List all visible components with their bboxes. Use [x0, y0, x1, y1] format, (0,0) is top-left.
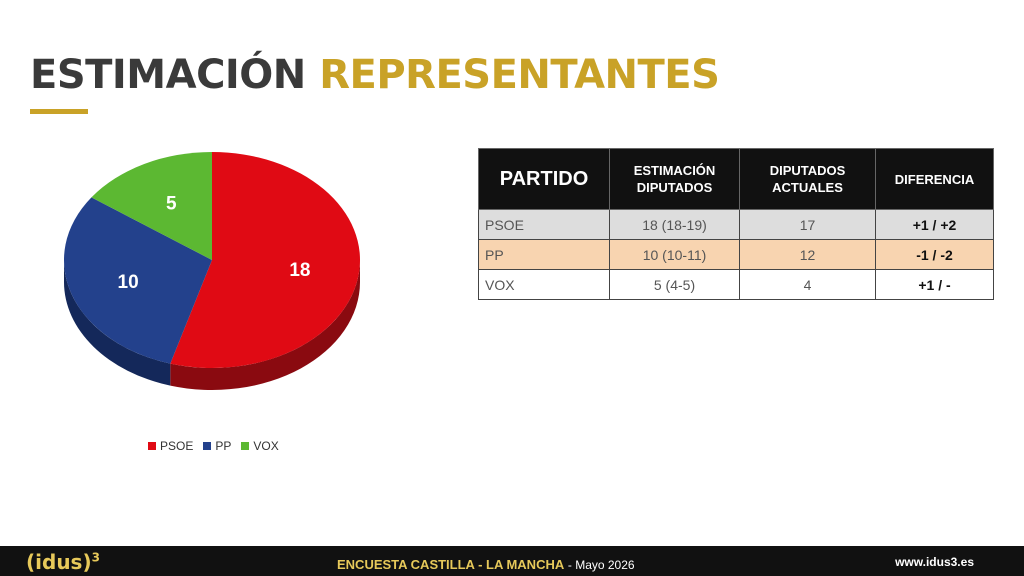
- pie-slice-psoe: [170, 152, 361, 368]
- cell-current: 4: [739, 269, 876, 300]
- legend-item-psoe: PSOE: [148, 439, 193, 453]
- cell-party: PSOE: [478, 209, 610, 240]
- legend-item-pp: PP: [203, 439, 231, 453]
- survey-name: ENCUESTA CASTILLA - LA MANCHA: [337, 557, 565, 572]
- survey-date: - Mayo 2026: [567, 558, 635, 572]
- cell-diff: -1 / -2: [875, 239, 994, 270]
- page-title: ESTIMACIÓN REPRESENTANTES: [30, 52, 720, 98]
- cell-party: VOX: [478, 269, 610, 300]
- cell-estimate: 10 (10-11): [609, 239, 740, 270]
- website-link[interactable]: www.idus3.es: [895, 555, 974, 569]
- pie-slice-pp: [64, 197, 212, 364]
- header-estimacion-label: ESTIMACIÓN DIPUTADOS: [633, 163, 716, 195]
- legend-swatch-psoe: [148, 442, 156, 450]
- logo-sup: 3: [91, 550, 100, 565]
- table-header-row: PARTIDO ESTIMACIÓN DIPUTADOS DIPUTADOS A…: [478, 148, 994, 210]
- table-row: PP 10 (10-11) 12 -1 / -2: [478, 239, 994, 270]
- cell-current: 12: [739, 239, 876, 270]
- idus-logo: (idus)3: [26, 550, 100, 574]
- pie-label-psoe: 18: [289, 260, 310, 281]
- chart-legend: PSOE PP VOX: [148, 439, 279, 453]
- cell-current: 17: [739, 209, 876, 240]
- header-diputados-actuales: DIPUTADOS ACTUALES: [739, 148, 876, 210]
- pie-chart: 18 10 5: [64, 152, 361, 390]
- legend-item-vox: VOX: [241, 439, 279, 453]
- legend-swatch-vox: [241, 442, 250, 450]
- cell-party: PP: [478, 239, 610, 270]
- pie-slice-vox: [91, 152, 212, 260]
- cell-diff: +1 / +2: [875, 209, 994, 240]
- table-row: VOX 5 (4-5) 4 +1 / -: [478, 269, 994, 300]
- header-actuales-label: DIPUTADOS ACTUALES: [769, 163, 846, 195]
- header-diferencia: DIFERENCIA: [875, 148, 994, 210]
- pie-side-psoe: [170, 260, 361, 390]
- cell-estimate: 18 (18-19): [609, 209, 740, 240]
- legend-label-pp: PP: [215, 439, 232, 453]
- logo-text: (idus): [26, 550, 92, 574]
- footer-bar: (idus)3 ENCUESTA CASTILLA - LA MANCHA - …: [0, 546, 1024, 576]
- legend-label-psoe: PSOE: [160, 439, 194, 453]
- header-partido: PARTIDO: [478, 148, 610, 210]
- pie-label-vox: 5: [166, 193, 177, 214]
- footer-survey-info: ENCUESTA CASTILLA - LA MANCHA - Mayo 202…: [337, 557, 635, 572]
- table-row: PSOE 18 (18-19) 17 +1 / +2: [478, 209, 994, 240]
- title-part-1: ESTIMACIÓN: [30, 52, 306, 98]
- pie-label-pp: 10: [118, 272, 139, 293]
- title-part-2: REPRESENTANTES: [319, 52, 720, 98]
- pie-side-pp: [64, 260, 171, 386]
- cell-diff: +1 / -: [875, 269, 994, 300]
- results-table: PARTIDO ESTIMACIÓN DIPUTADOS DIPUTADOS A…: [478, 148, 994, 300]
- header-estimacion: ESTIMACIÓN DIPUTADOS: [609, 148, 740, 210]
- cell-estimate: 5 (4-5): [609, 269, 740, 300]
- legend-swatch-pp: [203, 442, 212, 450]
- title-underline: [30, 109, 88, 114]
- legend-label-vox: VOX: [253, 439, 279, 453]
